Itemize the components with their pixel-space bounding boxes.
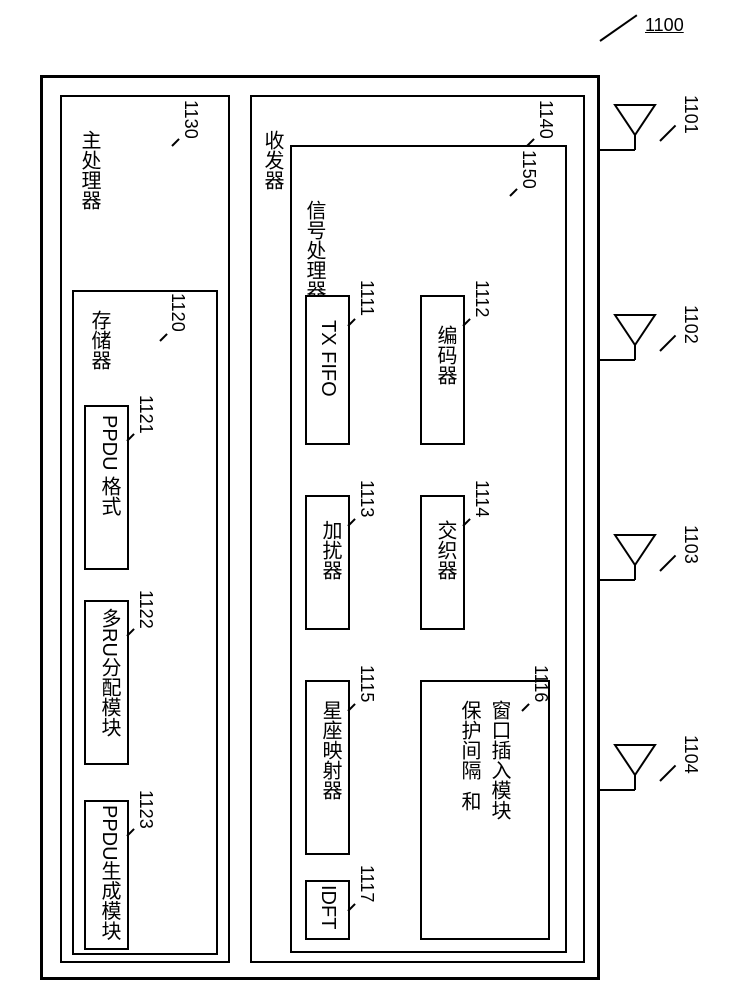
antenna-4 [600,740,670,840]
ref-1130: 1130 [180,100,201,139]
tx-fifo-label: TX FIFO [316,320,339,397]
idft-label: IDFT [316,885,339,929]
guard-interval-label-1: 保护间隔 和 [455,700,484,811]
ref-1103: 1103 [680,525,701,564]
ref-1140: 1140 [535,100,556,139]
ref-1123: 1123 [135,790,156,829]
ref-1121: 1121 [135,395,156,434]
scrambler-label: 加扰器 [316,520,345,580]
constellation-label: 星座映射器 [316,700,345,800]
encoder-label: 编码器 [431,325,460,385]
ref-1120: 1120 [167,293,188,332]
guard-interval-label-2: 窗口插入模块 [485,700,514,820]
ref-1111: 1111 [356,280,377,316]
antenna-3 [600,530,670,630]
antenna-1 [600,100,670,200]
interleaver-label: 交织器 [431,520,460,580]
transceiver-label: 收发器 [258,130,287,190]
main-processor-label: 主处理器 [75,130,104,210]
ref-1115: 1115 [356,665,377,702]
ref-1116: 1116 [530,665,551,702]
ref-1102: 1102 [680,305,701,344]
ref-1150: 1150 [518,150,539,189]
antenna-2 [600,310,670,410]
ppdu-format-label: PPDU 格式 [95,415,124,516]
ref-1104: 1104 [680,735,701,774]
ref-1113: 1113 [356,480,377,517]
multi-ru-label: 多RU分配模块 [95,608,124,737]
memory-label: 存储器 [85,310,114,370]
ref-1100: 1100 [645,15,684,36]
ref-1112: 1112 [471,280,492,317]
ref-1122: 1122 [135,590,156,629]
block-diagram: 1100 主处理器 1130 存储器 1120 PPDU 格式 1121 多RU… [0,0,733,1000]
leader-1100 [599,14,637,41]
ref-1114: 1114 [471,480,492,517]
signal-processor-label: 信号处理器 [300,200,329,300]
ppdu-gen-label: PPDU生成模块 [95,805,124,941]
ref-1101: 1101 [680,95,701,134]
ref-1117: 1117 [356,865,377,902]
